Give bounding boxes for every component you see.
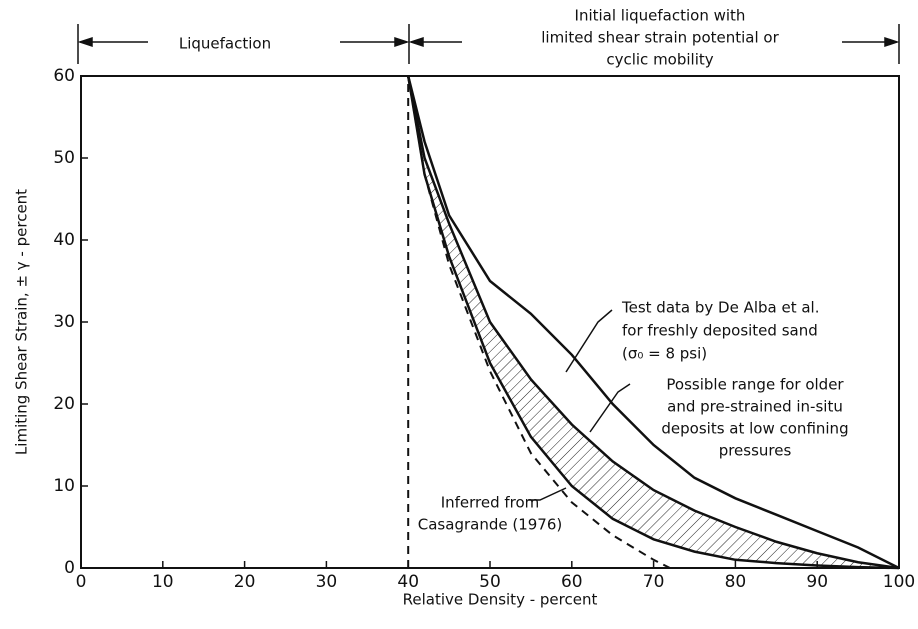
y-tick-label: 10 bbox=[53, 476, 75, 496]
annotation: Casagrande (1976) bbox=[418, 516, 562, 534]
leader-lines bbox=[528, 309, 631, 501]
x-tick-label: 90 bbox=[806, 572, 828, 592]
annotation: Liquefaction bbox=[179, 35, 271, 53]
annotation: for freshly deposited sand bbox=[622, 322, 818, 340]
annotation: pressures bbox=[719, 442, 792, 460]
y-tick-label: 0 bbox=[64, 558, 75, 578]
region-arrows bbox=[77, 24, 900, 64]
x-tick-label: 0 bbox=[76, 572, 87, 592]
annotation: (σ₀ = 8 psi) bbox=[622, 345, 707, 363]
annotation: cyclic mobility bbox=[606, 51, 713, 69]
y-tick-label: 40 bbox=[53, 230, 75, 250]
y-tick-label: 20 bbox=[53, 394, 75, 414]
curve bbox=[406, 75, 900, 570]
annotation: limited shear strain potential or bbox=[541, 29, 779, 47]
x-tick-label: 20 bbox=[234, 572, 256, 592]
y-tick-label: 30 bbox=[53, 312, 75, 332]
y-tick-label: 60 bbox=[53, 66, 75, 86]
x-tick-label: 50 bbox=[479, 572, 501, 592]
x-axis-label: Relative Density - percent bbox=[403, 591, 598, 609]
x-tick-label: 70 bbox=[643, 572, 665, 592]
annotation: Inferred from bbox=[441, 494, 540, 512]
annotation: Test data by De Alba et al. bbox=[621, 299, 820, 317]
x-tick-label: 10 bbox=[152, 572, 174, 592]
annotation: and pre-strained in-situ bbox=[667, 398, 843, 416]
curve bbox=[406, 75, 900, 570]
curve bbox=[406, 75, 900, 570]
annotation: Initial liquefaction with bbox=[575, 7, 746, 25]
x-tick-label: 30 bbox=[316, 572, 338, 592]
y-axis-label: Limiting Shear Strain, ± γ - percent bbox=[13, 189, 31, 455]
annotation: Possible range for older bbox=[666, 376, 844, 394]
x-tick-label: 40 bbox=[397, 572, 419, 592]
x-tick-label: 100 bbox=[883, 572, 915, 592]
x-tick-label: 80 bbox=[725, 572, 747, 592]
annotation: deposits at low confining bbox=[661, 420, 848, 438]
y-tick-label: 50 bbox=[53, 148, 75, 168]
curve bbox=[407, 75, 671, 569]
x-tick-label: 60 bbox=[561, 572, 583, 592]
